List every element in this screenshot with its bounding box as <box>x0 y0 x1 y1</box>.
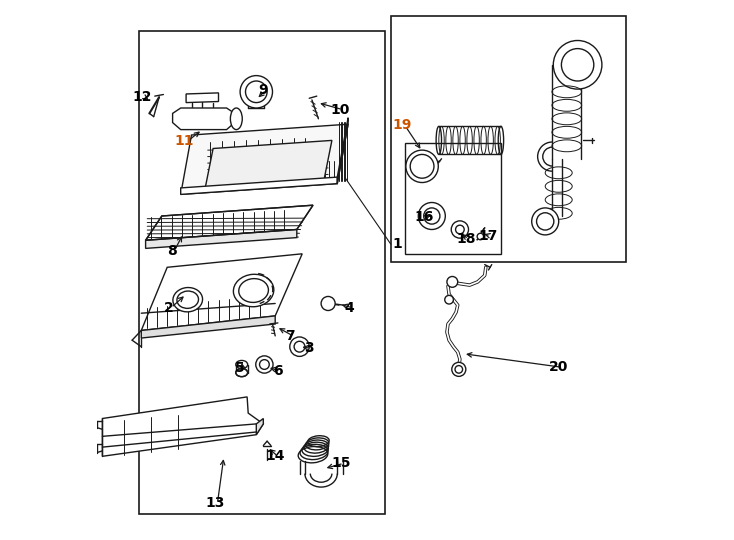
Polygon shape <box>205 140 332 189</box>
Text: 10: 10 <box>330 103 349 117</box>
Text: 4: 4 <box>345 301 355 315</box>
Circle shape <box>406 150 438 183</box>
Text: 19: 19 <box>393 118 412 132</box>
Polygon shape <box>186 93 219 103</box>
Text: 11: 11 <box>175 134 195 149</box>
Text: 1: 1 <box>393 237 403 251</box>
Bar <box>139 31 385 514</box>
Polygon shape <box>141 316 275 338</box>
Circle shape <box>447 276 458 287</box>
Circle shape <box>255 356 273 373</box>
Polygon shape <box>103 397 264 456</box>
Circle shape <box>477 233 484 240</box>
Polygon shape <box>181 177 338 194</box>
Ellipse shape <box>236 368 247 377</box>
Text: 7: 7 <box>286 329 295 343</box>
Polygon shape <box>256 418 264 435</box>
Text: 18: 18 <box>456 232 476 246</box>
Polygon shape <box>141 254 302 330</box>
Text: 12: 12 <box>132 90 151 104</box>
Bar <box>391 16 626 262</box>
Circle shape <box>553 40 602 89</box>
Text: 17: 17 <box>479 229 498 243</box>
Text: 15: 15 <box>331 456 351 470</box>
Ellipse shape <box>230 108 242 130</box>
Ellipse shape <box>233 274 274 307</box>
Circle shape <box>445 295 454 304</box>
Circle shape <box>531 208 559 235</box>
Polygon shape <box>145 230 297 248</box>
Text: 6: 6 <box>273 364 283 378</box>
Circle shape <box>240 76 272 108</box>
Text: 13: 13 <box>205 496 225 510</box>
Bar <box>404 143 501 254</box>
Text: 14: 14 <box>266 449 285 463</box>
Text: 5: 5 <box>235 361 245 375</box>
Polygon shape <box>172 108 235 130</box>
Circle shape <box>418 202 446 230</box>
Polygon shape <box>338 118 348 184</box>
Text: 16: 16 <box>415 210 434 224</box>
Text: 20: 20 <box>549 360 568 374</box>
Circle shape <box>321 296 335 310</box>
Text: 8: 8 <box>167 244 176 258</box>
Polygon shape <box>145 205 313 240</box>
Polygon shape <box>181 124 348 194</box>
Ellipse shape <box>173 287 203 312</box>
Circle shape <box>451 221 468 238</box>
Text: 9: 9 <box>258 83 268 97</box>
Text: 2: 2 <box>164 301 173 315</box>
Text: 3: 3 <box>304 341 313 355</box>
Circle shape <box>452 362 466 376</box>
Circle shape <box>290 337 309 356</box>
